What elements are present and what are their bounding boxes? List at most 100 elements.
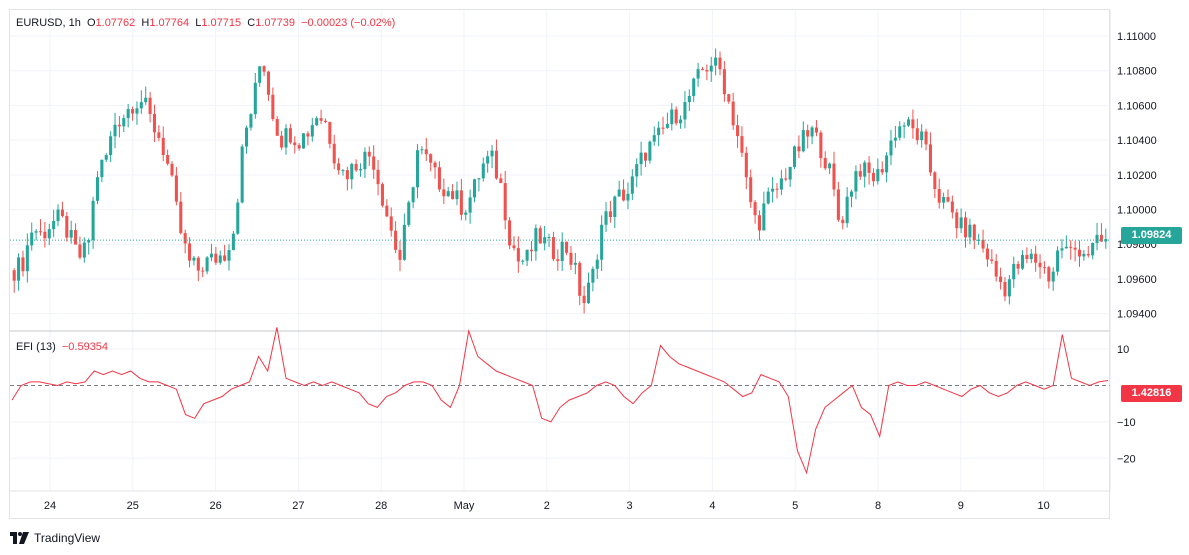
candle-body [56, 209, 60, 222]
candle-body [1077, 249, 1082, 257]
candle-body [924, 131, 928, 145]
candle-body [902, 125, 906, 127]
candle-body [893, 137, 897, 141]
candle-body [415, 150, 420, 188]
candle-body [525, 249, 529, 261]
candle-body [38, 231, 43, 233]
candle-body [652, 135, 656, 142]
candle-body [880, 169, 884, 173]
candle-body [696, 69, 700, 79]
candle-body [942, 197, 946, 203]
candle-body [793, 146, 797, 167]
candle-body [547, 237, 551, 239]
candle-body [196, 257, 200, 271]
candle-body [911, 119, 915, 129]
candle-body [937, 188, 941, 203]
candle-body [679, 119, 683, 124]
candle-body [841, 219, 845, 224]
candle-body [52, 221, 56, 230]
candle-body [266, 71, 270, 95]
candle-body [315, 118, 319, 126]
candle-body [551, 237, 555, 260]
candle-body [69, 230, 73, 238]
candle-body [385, 205, 389, 217]
candle-body [1073, 247, 1077, 250]
x-tick-label: 24 [44, 500, 56, 512]
candle-body [1099, 234, 1103, 242]
candle-body [617, 189, 621, 197]
candle-body [876, 169, 880, 182]
candle-body [753, 202, 757, 216]
candle-body [1042, 267, 1046, 269]
footer-branding[interactable]: TradingView [10, 529, 100, 547]
symbol-label[interactable]: EURUSD [16, 17, 63, 29]
candle-body [258, 66, 262, 83]
efi-tick-label: −20 [1117, 453, 1136, 465]
candle-body [972, 224, 976, 241]
candle-body [310, 125, 314, 137]
candle-body [302, 133, 306, 149]
candle-body [227, 250, 231, 261]
candle-body [1082, 253, 1086, 257]
candle-body [249, 114, 253, 128]
candle-body [516, 248, 520, 262]
candle-body [1007, 279, 1011, 297]
candle-body [74, 230, 78, 245]
candle-body [25, 245, 29, 272]
candle-body [144, 97, 148, 103]
candle-body [1095, 234, 1099, 243]
candle-body [183, 233, 187, 244]
candle-body [529, 249, 534, 252]
last-price-tag: 1.09824 [1121, 227, 1182, 244]
close-value: 1.07739 [255, 17, 295, 29]
low-value: 1.07715 [201, 17, 242, 29]
y-tick-label: 1.10600 [1117, 100, 1157, 112]
candle-body [209, 253, 214, 258]
candle-body [464, 212, 468, 215]
candle-body [714, 57, 718, 66]
candle-body [643, 152, 648, 161]
candle-body [17, 257, 21, 281]
x-tick-label: 5 [792, 500, 798, 512]
candle-body [955, 212, 959, 229]
candle-body [705, 69, 709, 72]
candle-body [91, 200, 95, 241]
candle-body [372, 156, 376, 170]
candle-body [214, 253, 218, 263]
candle-body [192, 257, 196, 261]
candle-body [569, 252, 573, 265]
interval-label[interactable]: 1h [68, 17, 81, 29]
candle-body [635, 164, 639, 177]
candle-body [1069, 246, 1073, 248]
candle-body [245, 127, 249, 147]
candle-body [573, 262, 577, 265]
candle-body [977, 239, 981, 241]
candle-body [898, 126, 902, 138]
y-tick-label: 1.11000 [1117, 31, 1156, 43]
candle-body [985, 248, 989, 260]
candle-body [332, 143, 336, 164]
candle-body [1064, 246, 1068, 249]
indicator-name[interactable]: EFI (13) [16, 341, 56, 353]
candle-body [319, 118, 323, 121]
candle-body [946, 197, 950, 202]
candle-body [455, 190, 459, 200]
candle-body [630, 176, 634, 194]
candle-body [920, 131, 924, 141]
candle-body [762, 203, 766, 231]
candle-body [188, 243, 192, 261]
candle-body [1003, 281, 1007, 297]
candle-body [521, 260, 525, 262]
candle-body [293, 142, 297, 146]
candle-body [402, 224, 406, 260]
candle-body [885, 155, 889, 173]
candle-body [503, 183, 507, 221]
candle-body [34, 231, 38, 233]
candle-body [867, 162, 871, 173]
candle-body [1056, 250, 1060, 272]
candle-body [328, 122, 332, 144]
main-legend: EURUSD, 1h O1.07762 H1.07764 L1.07715 C1… [16, 17, 396, 29]
candle-body [600, 224, 604, 260]
